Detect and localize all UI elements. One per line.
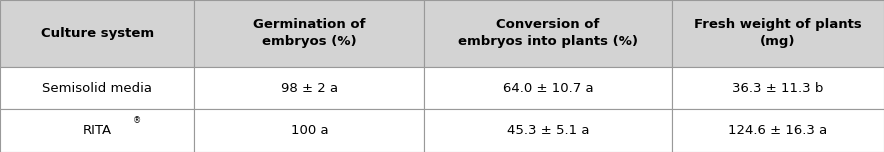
Text: RITA: RITA	[83, 124, 111, 137]
Text: Conversion of
embryos into plants (%): Conversion of embryos into plants (%)	[458, 18, 638, 48]
Bar	[0, 0, 194, 67]
Text: Fresh weight of plants
(mg): Fresh weight of plants (mg)	[694, 18, 862, 48]
Text: 45.3 ± 5.1 a: 45.3 ± 5.1 a	[507, 124, 590, 137]
Text: 64.0 ± 10.7 a: 64.0 ± 10.7 a	[503, 82, 593, 95]
Text: Semisolid media: Semisolid media	[42, 82, 152, 95]
Bar	[672, 0, 884, 67]
Bar	[0, 109, 194, 152]
Text: Germination of
embryos (%): Germination of embryos (%)	[253, 18, 366, 48]
Bar	[424, 109, 672, 152]
Text: 124.6 ± 16.3 a: 124.6 ± 16.3 a	[728, 124, 827, 137]
Bar	[424, 0, 672, 67]
Bar	[424, 67, 672, 109]
Text: 100 a: 100 a	[291, 124, 328, 137]
Bar	[672, 67, 884, 109]
Text: 98 ± 2 a: 98 ± 2 a	[281, 82, 338, 95]
Bar	[194, 109, 424, 152]
Text: 36.3 ± 11.3 b: 36.3 ± 11.3 b	[732, 82, 824, 95]
Bar	[672, 109, 884, 152]
Bar	[0, 67, 194, 109]
Text: Culture system: Culture system	[41, 27, 154, 40]
Bar	[194, 0, 424, 67]
Text: ®: ®	[133, 116, 141, 125]
Bar	[194, 67, 424, 109]
